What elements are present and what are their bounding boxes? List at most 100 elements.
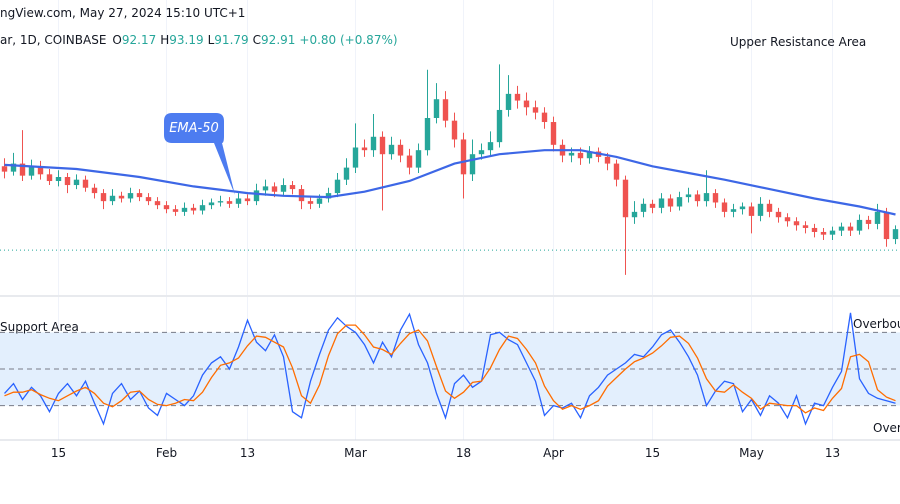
candle-body (325, 193, 332, 199)
ema-line (4, 149, 896, 216)
candle-body (730, 209, 737, 212)
candle-body (379, 136, 386, 155)
candle-body (109, 195, 116, 202)
candle-body (253, 190, 260, 202)
candle-body (757, 203, 764, 216)
candle-body (10, 163, 17, 172)
candle-body (343, 167, 350, 180)
candle-body (280, 185, 287, 192)
candle-body (892, 229, 899, 240)
candle-body (1, 166, 8, 172)
candle-body (640, 203, 647, 212)
candle-body (244, 198, 251, 202)
candle-body (388, 144, 395, 155)
legend-change: +0.80 (+0.87%) (299, 33, 397, 47)
x-tick-label: 18 (456, 446, 471, 460)
candle-body (172, 209, 179, 212)
candle-body (568, 152, 575, 156)
legend-key: L (208, 33, 215, 47)
candle-body (874, 211, 881, 224)
candle-body (676, 197, 683, 207)
stoch-line (4, 312, 896, 426)
candle-body (496, 109, 503, 143)
candle-body (487, 142, 494, 151)
candle-body (406, 155, 413, 168)
candle-body (181, 207, 188, 212)
x-tick-label: 15 (645, 446, 660, 460)
candle-body (883, 211, 890, 240)
candle-body (271, 186, 278, 192)
candle-body (415, 150, 422, 168)
candle-body (649, 203, 656, 208)
x-tick-label: Feb (156, 446, 177, 460)
candle-body (784, 217, 791, 222)
candle-body (118, 195, 125, 199)
marks (0, 64, 900, 426)
annotation: Support Area (0, 320, 79, 334)
legend-value: 93.19 (169, 33, 203, 47)
candle-body (73, 179, 80, 186)
candle-body (514, 93, 521, 101)
annotation: Upper Resistance Area (730, 35, 866, 49)
candle-body (262, 186, 269, 191)
candle-body (829, 230, 836, 235)
stoch-band (0, 331, 900, 407)
candle-body (91, 187, 98, 194)
candle-body (136, 193, 143, 198)
candle-body (847, 226, 854, 231)
candle-body (694, 194, 701, 202)
candle-body (451, 120, 458, 140)
candle-body (307, 201, 314, 204)
candle-body (541, 112, 548, 123)
candle-body (469, 154, 476, 175)
candle-body (685, 194, 692, 198)
candle-body (748, 206, 755, 216)
header-source: ngView.com, May 27, 2024 15:10 UTC+1 (0, 6, 245, 20)
candle-body (703, 193, 710, 202)
candle-body (811, 227, 818, 232)
candle-body (442, 99, 449, 121)
candle-body (604, 156, 611, 164)
legend-value: 92.17 (122, 33, 156, 47)
candle-body (613, 163, 620, 180)
legend-key: H (160, 33, 169, 47)
candle-body (235, 198, 242, 204)
candle-body (712, 193, 719, 203)
candle-body (577, 152, 584, 159)
candle-body (658, 198, 665, 208)
candle-body (478, 150, 485, 155)
x-tick-label: Mar (344, 446, 367, 460)
candle-body (289, 185, 296, 190)
candle-body (163, 205, 170, 210)
candle-body (460, 139, 467, 175)
candle-body (856, 219, 863, 231)
x-tick-label: May (739, 446, 764, 460)
candle-body (532, 107, 539, 113)
candle-body (622, 179, 629, 218)
candle-body (802, 225, 809, 228)
candle-body (19, 163, 26, 176)
candle-body (334, 179, 341, 194)
legend-value: 92.91 (261, 33, 295, 47)
candle-body (397, 144, 404, 156)
candle-body (199, 205, 206, 211)
x-tick-label: 15 (51, 446, 66, 460)
legend-key: C (253, 33, 261, 47)
candle-body (505, 93, 512, 110)
x-tick-label: 13 (240, 446, 255, 460)
candle-body (190, 207, 197, 211)
candle-body (352, 147, 359, 168)
candle-body (838, 226, 845, 231)
candle-body (64, 177, 71, 186)
candle-body (361, 147, 368, 151)
candle-body (721, 202, 728, 212)
legend-value: 91.79 (214, 33, 248, 47)
annotation: Overbou (853, 317, 900, 331)
annotation: Over (873, 421, 900, 435)
candle-body (739, 206, 746, 210)
candle-body (217, 201, 224, 203)
x-tick-label: Apr (543, 446, 564, 460)
